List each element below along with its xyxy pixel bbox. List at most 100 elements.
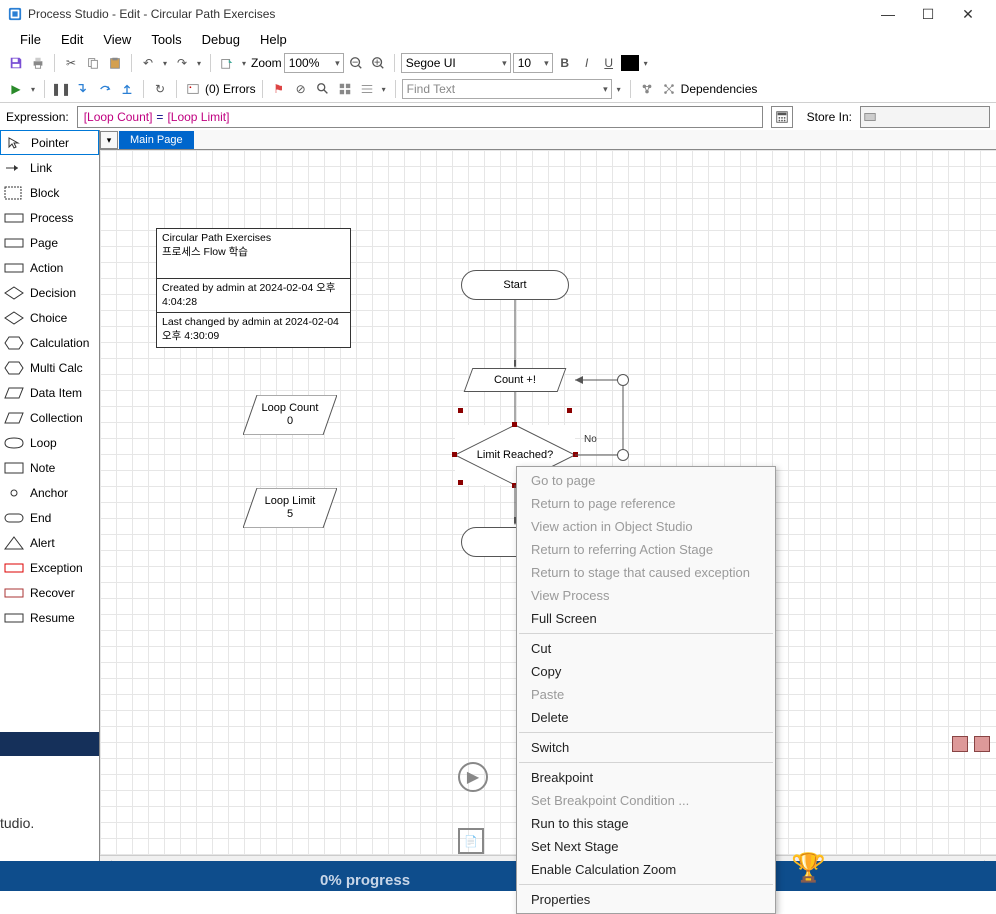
step-out-icon[interactable] [117,79,137,99]
info-box[interactable]: Circular Path Exercises 프로세스 Flow 학습 Cre… [156,228,351,348]
expression-input[interactable]: [Loop Count] = [Loop Limit] [77,106,763,128]
search-icon[interactable] [313,79,333,99]
tool-block[interactable]: Block [0,180,99,205]
zoom-out-icon[interactable] [346,53,366,73]
breakpoint-flag-icon[interactable]: ⚑ [269,79,289,99]
ctx-switch[interactable]: Switch [517,736,775,759]
tool-multicalc[interactable]: Multi Calc [0,355,99,380]
cut-icon[interactable]: ✂ [61,53,81,73]
ctx-delete[interactable]: Delete [517,706,775,729]
tool-loop[interactable]: Loop [0,430,99,455]
node-start[interactable]: Start [461,270,569,300]
tray-icon[interactable] [952,736,968,752]
selection-handle[interactable] [458,480,463,485]
step-over-icon[interactable] [95,79,115,99]
selection-handle[interactable] [512,422,517,427]
tool-choice[interactable]: Choice [0,305,99,330]
junction[interactable] [617,374,629,386]
bold-icon[interactable]: B [555,53,575,73]
tool-link[interactable]: Link [0,155,99,180]
menu-debug[interactable]: Debug [192,30,250,49]
tool-collection[interactable]: Collection [0,405,99,430]
export-drop-icon[interactable]: ▾ [239,53,249,73]
undo-icon[interactable]: ↶ [138,53,158,73]
menu-edit[interactable]: Edit [51,30,93,49]
tool-calculation[interactable]: Calculation [0,330,99,355]
color-swatch[interactable] [621,55,639,71]
selection-handle[interactable] [452,452,457,457]
tool-decision[interactable]: Decision [0,280,99,305]
menu-help[interactable]: Help [250,30,297,49]
ctx-properties[interactable]: Properties [517,888,775,911]
tool-pointer[interactable]: Pointer [0,130,99,155]
tool-recover[interactable]: Recover [0,580,99,605]
italic-icon[interactable]: I [577,53,597,73]
play-circle-icon[interactable]: ▶ [458,762,488,792]
node-count[interactable]: Count +! [464,368,567,392]
color-drop-icon[interactable]: ▾ [641,53,651,73]
minimize-button[interactable]: — [868,0,908,28]
redo-drop-icon[interactable]: ▾ [194,53,204,73]
data-item-loop-limit[interactable]: Loop Limit5 [243,488,337,528]
ctx-breakpoint[interactable]: Breakpoint [517,766,775,789]
print-icon[interactable] [28,53,48,73]
redo-icon[interactable]: ↷ [172,53,192,73]
tool-note[interactable]: Note [0,455,99,480]
ctx-copy[interactable]: Copy [517,660,775,683]
menu-tools[interactable]: Tools [141,30,191,49]
data-item-loop-count[interactable]: Loop Count0 [243,395,337,435]
menu-file[interactable]: File [10,30,51,49]
tool-anchor[interactable]: Anchor [0,480,99,505]
copy-icon[interactable] [83,53,103,73]
find-text-input[interactable]: Find Text [402,79,612,99]
tab-main-page[interactable]: Main Page [119,131,194,149]
save-icon[interactable] [6,53,26,73]
step-into-icon[interactable] [73,79,93,99]
ctx-enable-calculation-zoom[interactable]: Enable Calculation Zoom [517,858,775,881]
ctx-cut[interactable]: Cut [517,637,775,660]
find-drop-icon[interactable]: ▾ [614,79,624,99]
pause-icon[interactable]: ❚❚ [51,79,71,99]
tool-page[interactable]: Page [0,230,99,255]
ctx-full-screen[interactable]: Full Screen [517,607,775,630]
storein-input[interactable] [860,106,990,128]
tray-icon[interactable] [974,736,990,752]
zoom-in-icon[interactable] [368,53,388,73]
junction[interactable] [617,449,629,461]
link-icon[interactable]: ⊘ [291,79,311,99]
deps-icon1[interactable] [637,79,657,99]
selection-handle[interactable] [567,408,572,413]
tool-exception[interactable]: Exception [0,555,99,580]
tool-end[interactable]: End [0,505,99,530]
paste-icon[interactable] [105,53,125,73]
errors-icon[interactable] [183,79,203,99]
ctx-set-next-stage[interactable]: Set Next Stage [517,835,775,858]
play-icon[interactable]: ▶ [6,79,26,99]
deps-icon2[interactable] [659,79,679,99]
zoom-dropdown[interactable]: 100% [284,53,344,73]
ctx-run-to-this-stage[interactable]: Run to this stage [517,812,775,835]
font-dropdown[interactable]: Segoe UI [401,53,511,73]
calculator-button[interactable] [771,106,793,128]
tool-resume[interactable]: Resume [0,605,99,630]
selection-handle[interactable] [458,408,463,413]
tab-dropdown[interactable]: ▾ [100,131,118,149]
reset-icon[interactable]: ↻ [150,79,170,99]
grid-icon[interactable] [335,79,355,99]
maximize-button[interactable]: ☐ [908,0,948,28]
undo-drop-icon[interactable]: ▾ [160,53,170,73]
menu-view[interactable]: View [93,30,141,49]
list-drop-icon[interactable]: ▾ [379,79,389,99]
info-subtitle: 프로세스 Flow 학습 [162,246,345,260]
underline-icon[interactable]: U [599,53,619,73]
close-button[interactable]: ✕ [948,0,988,28]
tool-alert[interactable]: Alert [0,530,99,555]
export-icon[interactable] [217,53,237,73]
tool-process[interactable]: Process [0,205,99,230]
expression-bar: Expression: [Loop Count] = [Loop Limit] … [0,102,996,130]
list-icon[interactable] [357,79,377,99]
fontsize-dropdown[interactable]: 10 [513,53,553,73]
tool-dataitem[interactable]: Data Item [0,380,99,405]
tool-action[interactable]: Action [0,255,99,280]
play-drop-icon[interactable]: ▾ [28,79,38,99]
